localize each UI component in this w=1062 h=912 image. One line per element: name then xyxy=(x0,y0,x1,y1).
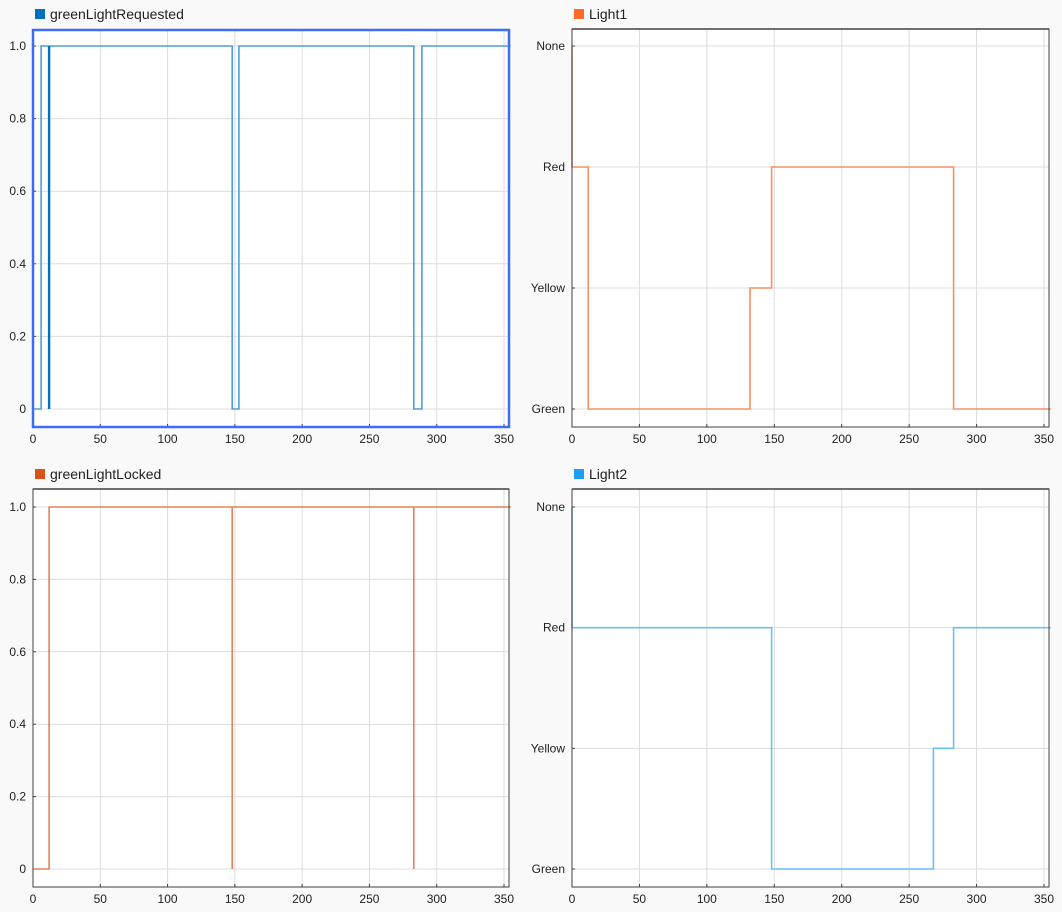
y-tick-label: Green xyxy=(532,862,565,876)
y-tick-label: 1.0 xyxy=(9,39,26,53)
x-tick-label: 350 xyxy=(1034,892,1054,906)
plot-greenLightLocked[interactable]: 0 0.2 0.4 0.6 0.8 1.0 0 50 100 150 200 250 300 350 xyxy=(0,456,531,912)
x-tick-label: 100 xyxy=(697,892,717,906)
x-tick-label: 0 xyxy=(30,892,37,906)
series-line xyxy=(571,46,1051,410)
y-tick-label: 0.6 xyxy=(9,184,26,198)
panel-Light1[interactable]: Light1 Green Yellow Red None 0 50 100 150 200 250… xyxy=(531,0,1062,456)
legend-swatch-icon xyxy=(574,469,584,479)
y-tick-label: 0.6 xyxy=(9,645,26,659)
x-tick-label: 300 xyxy=(427,432,447,446)
y-tick-label: 0.8 xyxy=(9,112,26,126)
y-tick-label: 0.4 xyxy=(9,257,26,271)
x-tick-label: 350 xyxy=(494,432,514,446)
x-tick-label: 150 xyxy=(764,432,784,446)
y-tick-label: Yellow xyxy=(531,741,565,755)
y-tick-label: None xyxy=(536,500,565,514)
x-tick-label: 250 xyxy=(899,432,919,446)
y-tick-label: Green xyxy=(532,402,565,416)
x-tick-label: 300 xyxy=(967,432,987,446)
y-tick-label: 0.8 xyxy=(9,572,26,586)
legend-label: greenLightLocked xyxy=(50,466,162,482)
legend-swatch-icon xyxy=(35,469,45,479)
legend-label: Light2 xyxy=(589,466,628,482)
y-tick-label: Yellow xyxy=(531,281,565,295)
x-tick-label: 150 xyxy=(764,892,784,906)
panel-Light2[interactable]: Light2 Green Yellow Red None 0 50 100 150 200 250… xyxy=(531,456,1062,912)
legend-label: greenLightRequested xyxy=(50,6,184,22)
x-tick-label: 300 xyxy=(967,892,987,906)
legend-Light1[interactable]: Light1 xyxy=(574,6,627,22)
x-tick-label: 350 xyxy=(1034,432,1054,446)
x-tick-label: 200 xyxy=(832,432,852,446)
x-tick-label: 250 xyxy=(899,892,919,906)
x-tick-label: 50 xyxy=(633,432,647,446)
x-tick-label: 0 xyxy=(569,432,576,446)
plot-Light1[interactable]: Green Yellow Red None 0 50 100 150 200 250 300 350 xyxy=(531,0,1062,456)
plot-greenLightRequested[interactable]: 0 0.2 0.4 0.6 0.8 1.0 0 50 100 150 200 250 300 350 xyxy=(0,0,531,456)
x-tick-label: 300 xyxy=(427,892,447,906)
series-line xyxy=(571,507,1051,870)
y-tick-label: None xyxy=(536,39,565,53)
x-tick-label: 50 xyxy=(633,892,647,906)
y-tick-label: Red xyxy=(543,160,565,174)
legend-swatch-icon xyxy=(35,9,45,19)
x-tick-label: 100 xyxy=(697,432,717,446)
x-tick-label: 200 xyxy=(292,432,312,446)
x-tick-label: 250 xyxy=(359,432,379,446)
x-tick-label: 150 xyxy=(225,892,245,906)
y-tick-label: 0 xyxy=(19,402,26,416)
x-tick-label: 100 xyxy=(158,432,178,446)
x-tick-label: 200 xyxy=(292,892,312,906)
series-line xyxy=(33,506,511,870)
panel-greenLightRequested[interactable]: greenLightRequested 0 0.2 0.4 0.6 0.8 1.0 0 50 1… xyxy=(0,0,531,456)
y-tick-label: 1.0 xyxy=(9,500,26,514)
legend-greenLightRequested[interactable]: greenLightRequested xyxy=(35,6,184,22)
panel-greenLightLocked[interactable]: greenLightLocked 0 0.2 0.4 0.6 0.8 1.0 0 50 100 1… xyxy=(0,456,531,912)
x-tick-label: 50 xyxy=(94,432,108,446)
legend-Light2[interactable]: Light2 xyxy=(574,466,627,482)
x-tick-label: 0 xyxy=(30,432,37,446)
y-tick-label: 0 xyxy=(19,862,26,876)
x-tick-label: 150 xyxy=(225,432,245,446)
x-tick-label: 100 xyxy=(158,892,178,906)
x-tick-label: 50 xyxy=(94,892,108,906)
x-tick-label: 250 xyxy=(359,892,379,906)
legend-label: Light1 xyxy=(589,6,628,22)
plot-Light2[interactable]: Green Yellow Red None 0 50 100 150 200 250 300 350 xyxy=(531,456,1062,912)
y-tick-label: Red xyxy=(543,621,565,635)
x-tick-label: 200 xyxy=(832,892,852,906)
y-tick-label: 0.4 xyxy=(9,717,26,731)
legend-greenLightLocked[interactable]: greenLightLocked xyxy=(35,466,161,482)
x-tick-label: 350 xyxy=(494,892,514,906)
legend-swatch-icon xyxy=(574,9,584,19)
series-line xyxy=(33,45,511,410)
x-tick-label: 0 xyxy=(569,892,576,906)
y-tick-label: 0.2 xyxy=(9,329,26,343)
y-tick-label: 0.2 xyxy=(9,790,26,804)
